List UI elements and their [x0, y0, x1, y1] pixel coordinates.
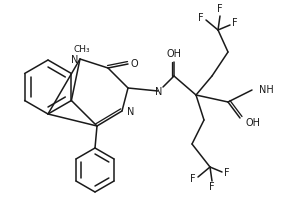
Text: F: F — [198, 13, 204, 23]
Text: O: O — [130, 59, 138, 69]
Text: F: F — [209, 182, 215, 192]
Text: OH: OH — [245, 118, 260, 128]
Text: F: F — [217, 4, 223, 14]
Text: NH: NH — [259, 85, 274, 95]
Text: N: N — [155, 87, 163, 97]
Text: CH₃: CH₃ — [74, 45, 90, 54]
Text: F: F — [190, 174, 196, 184]
Text: F: F — [232, 18, 238, 28]
Text: F: F — [224, 168, 230, 178]
Text: N: N — [127, 107, 134, 117]
Text: OH: OH — [166, 49, 182, 59]
Text: N: N — [71, 55, 78, 65]
